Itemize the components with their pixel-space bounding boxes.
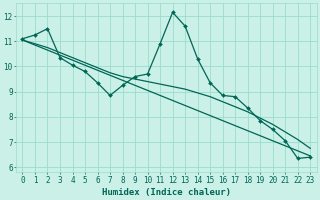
X-axis label: Humidex (Indice chaleur): Humidex (Indice chaleur) bbox=[102, 188, 231, 197]
